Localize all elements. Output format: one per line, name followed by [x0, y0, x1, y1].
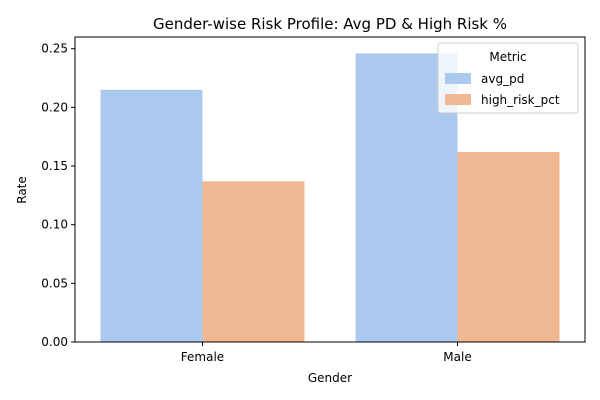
- legend-swatch-avg-pd: [445, 73, 471, 84]
- y-axis-label: Rate: [15, 176, 29, 204]
- legend-title: Metric: [489, 50, 526, 64]
- y-tick-label: 0.15: [41, 159, 68, 173]
- legend: Metric avg_pd high_risk_pct: [437, 42, 579, 114]
- legend-label-high-risk-pct: high_risk_pct: [481, 93, 560, 107]
- legend-box: [437, 42, 579, 114]
- y-tick-label: 0.25: [41, 42, 68, 56]
- y-tick-label: 0.05: [41, 276, 68, 290]
- x-tick-label: Male: [443, 350, 471, 364]
- legend-swatch-high-risk-pct: [445, 94, 471, 105]
- y-tick-label: 0.10: [41, 218, 68, 232]
- y-tick-label: 0.20: [41, 100, 68, 114]
- chart-title: Gender-wise Risk Profile: Avg PD & High …: [153, 15, 507, 33]
- bar-avg-pd-female: [100, 89, 203, 342]
- plot-frame: [74, 36, 586, 343]
- y-tick-label: 0.00: [41, 335, 68, 349]
- legend-label-avg-pd: avg_pd: [481, 72, 524, 86]
- x-axis-label: Gender: [308, 371, 352, 385]
- bar-high-risk-pct-female: [202, 181, 305, 342]
- bar-high-risk-pct-male: [457, 151, 560, 342]
- x-axis: Female Male: [181, 342, 472, 364]
- x-tick-label: Female: [181, 350, 224, 364]
- y-axis: 0.00 0.05 0.10 0.15 0.20 0.25: [41, 42, 75, 349]
